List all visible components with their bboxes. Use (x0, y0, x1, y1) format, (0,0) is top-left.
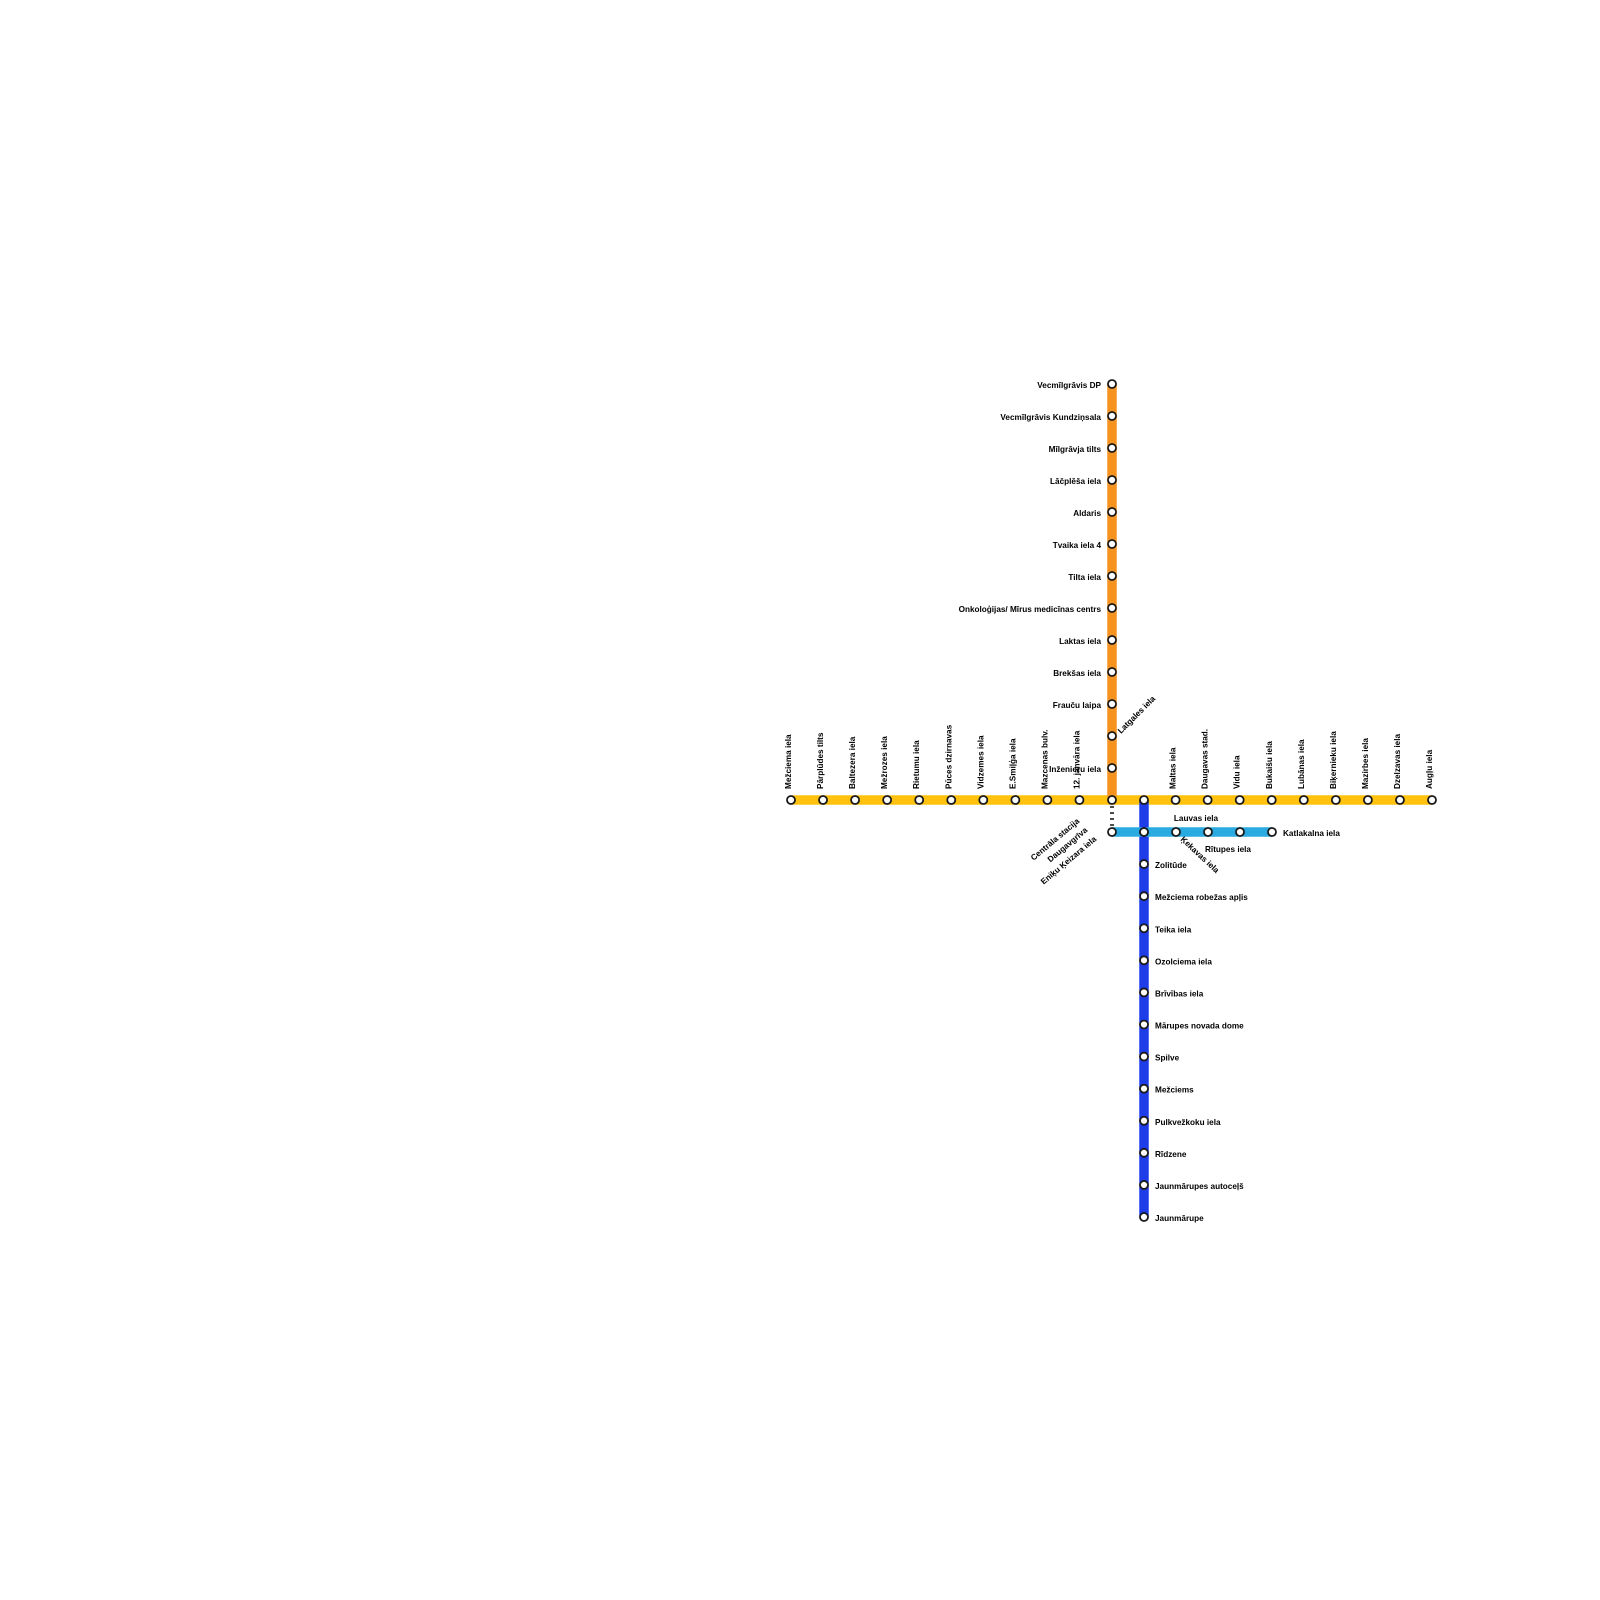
svg-text:Mežciema robežas apļis: Mežciema robežas apļis (1155, 893, 1248, 902)
svg-text:Rītupes iela: Rītupes iela (1205, 845, 1251, 854)
svg-text:Mazcenas bulv.: Mazcenas bulv. (1040, 730, 1049, 789)
svg-text:Frauču laipa: Frauču laipa (1053, 701, 1102, 710)
svg-text:Lāčplēša iela: Lāčplēša iela (1050, 477, 1101, 486)
svg-text:Teika iela: Teika iela (1155, 925, 1192, 934)
svg-text:Pārplūdes tilts: Pārplūdes tilts (816, 732, 825, 789)
svg-text:Brekšas iela: Brekšas iela (1053, 669, 1101, 678)
svg-text:Vidzemes iela: Vidzemes iela (976, 735, 985, 789)
svg-text:Jaunmārupes autoceļš: Jaunmārupes autoceļš (1155, 1182, 1244, 1191)
svg-text:Vidu iela: Vidu iela (1233, 755, 1242, 789)
svg-text:12. janvāra iela: 12. janvāra iela (1072, 730, 1081, 789)
svg-text:Maltas iela: Maltas iela (1169, 747, 1178, 789)
svg-text:Inženieru iela: Inženieru iela (1049, 765, 1101, 774)
svg-text:Pūces dzirnavas: Pūces dzirnavas (944, 724, 953, 789)
svg-text:Biķernieku iela: Biķernieku iela (1329, 731, 1338, 789)
svg-text:Spilve: Spilve (1155, 1054, 1180, 1063)
svg-text:Jaunmārupe: Jaunmārupe (1155, 1214, 1204, 1223)
svg-text:Lauvas iela: Lauvas iela (1174, 814, 1219, 823)
svg-text:Baltezera iela: Baltezera iela (848, 736, 857, 789)
svg-text:Bukaišu iela: Bukaišu iela (1265, 741, 1274, 789)
svg-text:Mežciems: Mežciems (1155, 1086, 1194, 1095)
svg-text:Mīlgrāvja tilts: Mīlgrāvja tilts (1049, 445, 1102, 454)
svg-text:Aldaris: Aldaris (1073, 509, 1101, 518)
svg-text:Lubānas iela: Lubānas iela (1297, 739, 1306, 789)
svg-text:Brīvības iela: Brīvības iela (1155, 989, 1204, 998)
svg-text:Pulkvežkoku iela: Pulkvežkoku iela (1155, 1118, 1221, 1127)
svg-text:Tvaika iela 4: Tvaika iela 4 (1053, 541, 1102, 550)
svg-text:Mežciema iela: Mežciema iela (784, 734, 793, 789)
svg-text:Mazirbes iela: Mazirbes iela (1361, 738, 1370, 789)
svg-text:Rīdzene: Rīdzene (1155, 1150, 1187, 1159)
svg-text:Mārupes novada dome: Mārupes novada dome (1155, 1022, 1244, 1031)
svg-text:Vecmīlgrāvis Kundziņsala: Vecmīlgrāvis Kundziņsala (1000, 413, 1101, 422)
svg-text:Dzelzavas iela: Dzelzavas iela (1393, 733, 1402, 789)
svg-text:Zolitūde: Zolitūde (1155, 861, 1187, 870)
svg-text:Augļu iela: Augļu iela (1425, 749, 1434, 789)
svg-text:Vecmīlgrāvis DP: Vecmīlgrāvis DP (1037, 381, 1101, 390)
svg-text:Onkoloģijas/ Mīrus medicīnas c: Onkoloģijas/ Mīrus medicīnas centrs (959, 605, 1102, 614)
svg-text:Rietumu iela: Rietumu iela (912, 740, 921, 789)
svg-text:Tilta iela: Tilta iela (1068, 573, 1101, 582)
svg-text:Katlakalna iela: Katlakalna iela (1283, 829, 1340, 838)
svg-text:E.Smiļģa iela: E.Smiļģa iela (1008, 738, 1017, 789)
svg-text:Ozolciema iela: Ozolciema iela (1155, 957, 1212, 966)
svg-text:Laktas iela: Laktas iela (1059, 637, 1101, 646)
svg-text:Daugavas stad.: Daugavas stad. (1201, 729, 1210, 789)
svg-text:Mežrozes iela: Mežrozes iela (880, 736, 889, 789)
